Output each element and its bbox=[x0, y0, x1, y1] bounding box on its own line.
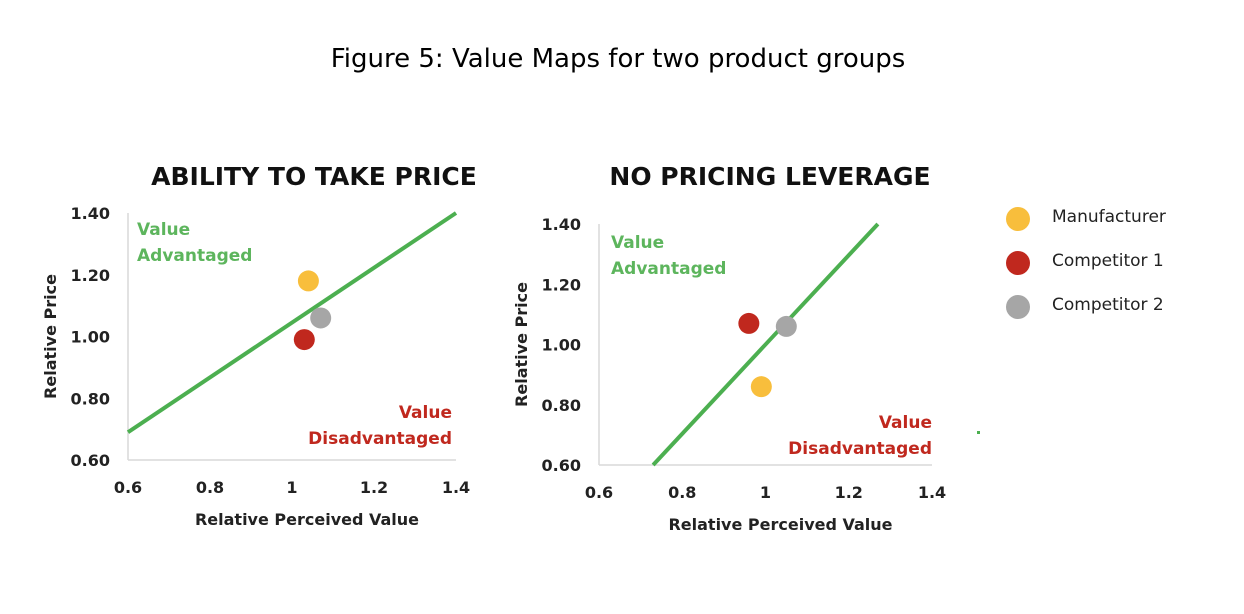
figure-title: Figure 5: Value Maps for two product gro… bbox=[330, 44, 906, 74]
y-tick-label: 0.80 bbox=[542, 396, 581, 415]
y-tick-label: 1.00 bbox=[542, 336, 581, 355]
value-advantaged-label: Value bbox=[611, 233, 664, 253]
chart-title: NO PRICING LEVERAGE bbox=[609, 162, 930, 191]
y-tick-label: 1.20 bbox=[71, 266, 110, 285]
x-axis-label: Relative Perceived Value bbox=[668, 515, 892, 534]
point-competitor-1 bbox=[738, 312, 760, 334]
y-tick-label: 0.80 bbox=[71, 389, 110, 408]
x-tick-label: 0.8 bbox=[196, 478, 224, 497]
point-competitor-2 bbox=[310, 307, 332, 329]
point-manufacturer bbox=[750, 376, 772, 398]
value-disadvantaged-label: Value bbox=[399, 403, 452, 423]
value-equivalence-line bbox=[651, 222, 880, 467]
x-tick-label: 0.8 bbox=[668, 483, 696, 502]
point-competitor-2 bbox=[775, 315, 797, 337]
value-disadvantaged-label: Disadvantaged bbox=[308, 429, 452, 449]
x-tick-label: 1.4 bbox=[918, 483, 946, 502]
x-tick-label: 1.4 bbox=[442, 478, 470, 497]
x-tick-label: 0.6 bbox=[585, 483, 613, 502]
legend-label-competitor-2: Competitor 2 bbox=[1052, 295, 1164, 315]
x-tick-label: 1.2 bbox=[835, 483, 863, 502]
legend-marker-competitor-2 bbox=[1006, 295, 1030, 319]
x-axis-label: Relative Perceived Value bbox=[195, 510, 419, 529]
y-axis-label: Relative Price bbox=[512, 282, 531, 407]
y-tick-label: 1.40 bbox=[71, 204, 110, 223]
x-tick-label: 0.6 bbox=[114, 478, 142, 497]
value-disadvantaged-label: Value bbox=[879, 413, 932, 433]
y-tick-label: 1.00 bbox=[71, 328, 110, 347]
y-axis-label: Relative Price bbox=[41, 274, 60, 399]
legend-label-competitor-1: Competitor 1 bbox=[1052, 251, 1164, 271]
chart-ability-to-take-price: ABILITY TO TAKE PRICE 0.6 0.8 1 1.2 1.4 0.60 0.… bbox=[41, 162, 477, 529]
y-tick-label: 0.60 bbox=[71, 451, 110, 470]
x-tick-label: 1 bbox=[286, 478, 297, 497]
legend-marker-competitor-1 bbox=[1006, 251, 1030, 275]
stray-mark bbox=[977, 431, 980, 434]
legend-label-manufacturer: Manufacturer bbox=[1052, 207, 1166, 227]
value-advantaged-label: Advantaged bbox=[137, 246, 252, 266]
chart-title: ABILITY TO TAKE PRICE bbox=[151, 162, 477, 191]
x-tick-label: 1.2 bbox=[360, 478, 388, 497]
legend-marker-manufacturer bbox=[1006, 207, 1030, 231]
value-disadvantaged-label: Disadvantaged bbox=[788, 439, 932, 459]
y-tick-label: 0.60 bbox=[542, 456, 581, 475]
y-tick-label: 1.20 bbox=[542, 275, 581, 294]
value-equivalence-line bbox=[126, 211, 458, 434]
value-advantaged-label: Advantaged bbox=[611, 259, 726, 279]
x-tick-label: 1 bbox=[760, 483, 771, 502]
value-advantaged-label: Value bbox=[137, 220, 190, 240]
y-tick-label: 1.40 bbox=[542, 215, 581, 234]
point-competitor-1 bbox=[293, 329, 315, 351]
chart-no-pricing-leverage: NO PRICING LEVERAGE 0.6 0.8 1 1.2 1.4 0.60 0.80… bbox=[512, 162, 946, 534]
point-manufacturer bbox=[297, 270, 319, 292]
